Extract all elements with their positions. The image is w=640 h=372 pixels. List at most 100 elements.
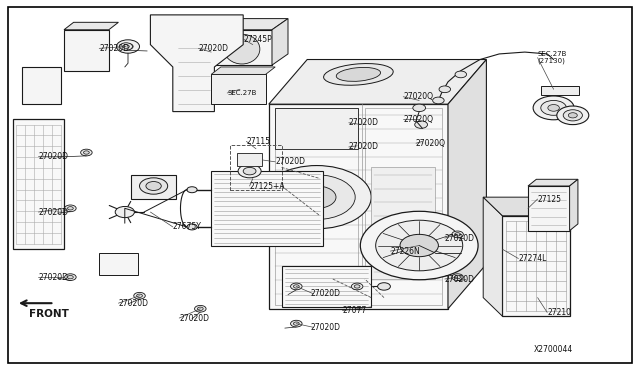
Text: SEC.27B
(27130): SEC.27B (27130) — [538, 51, 567, 64]
Circle shape — [120, 43, 132, 50]
Polygon shape — [541, 86, 579, 95]
Circle shape — [195, 305, 206, 312]
Text: 27020D: 27020D — [349, 142, 379, 151]
Text: 27020D: 27020D — [310, 289, 340, 298]
Circle shape — [568, 113, 577, 118]
Circle shape — [415, 121, 428, 128]
Polygon shape — [483, 197, 502, 316]
Circle shape — [533, 96, 574, 120]
Circle shape — [355, 285, 360, 288]
Circle shape — [351, 283, 363, 290]
Circle shape — [116, 40, 140, 53]
Polygon shape — [237, 153, 262, 166]
Circle shape — [454, 233, 461, 236]
Polygon shape — [150, 15, 243, 112]
Text: 27020Q: 27020Q — [403, 92, 433, 101]
Circle shape — [563, 110, 582, 121]
Circle shape — [360, 211, 478, 280]
Circle shape — [123, 44, 133, 49]
Polygon shape — [99, 253, 138, 275]
Circle shape — [137, 294, 143, 298]
Circle shape — [146, 182, 161, 190]
Polygon shape — [22, 67, 61, 104]
Polygon shape — [272, 19, 288, 65]
Polygon shape — [275, 108, 358, 149]
Polygon shape — [214, 30, 272, 65]
Circle shape — [376, 220, 463, 271]
Text: SEC.27B: SEC.27B — [227, 90, 257, 96]
Ellipse shape — [336, 67, 381, 81]
Circle shape — [65, 274, 76, 280]
Text: X2700044: X2700044 — [534, 345, 573, 354]
Circle shape — [400, 234, 438, 257]
Text: 27125+A: 27125+A — [250, 182, 285, 190]
Polygon shape — [269, 104, 448, 309]
Circle shape — [413, 104, 426, 112]
Circle shape — [298, 186, 336, 208]
Polygon shape — [211, 171, 323, 246]
Text: 27020D: 27020D — [38, 152, 68, 161]
Text: 27020D: 27020D — [198, 44, 228, 53]
Circle shape — [65, 205, 76, 212]
Text: 27020D: 27020D — [118, 299, 148, 308]
Text: 27226N: 27226N — [390, 247, 420, 256]
Text: FRONT: FRONT — [29, 310, 68, 319]
Circle shape — [293, 322, 300, 325]
Circle shape — [454, 275, 461, 279]
Text: 27020D: 27020D — [38, 208, 68, 217]
Polygon shape — [64, 22, 118, 30]
Polygon shape — [483, 197, 570, 216]
Circle shape — [548, 105, 559, 111]
Circle shape — [541, 100, 566, 115]
Circle shape — [291, 320, 302, 327]
Circle shape — [84, 151, 90, 154]
Polygon shape — [211, 67, 275, 74]
Circle shape — [378, 283, 390, 290]
Polygon shape — [282, 266, 371, 307]
Text: 27210: 27210 — [547, 308, 572, 317]
Text: 27020D: 27020D — [38, 273, 68, 282]
Circle shape — [293, 285, 300, 288]
Circle shape — [452, 231, 463, 238]
Text: 27274L: 27274L — [518, 254, 547, 263]
Ellipse shape — [324, 64, 393, 85]
Polygon shape — [528, 179, 578, 186]
Polygon shape — [502, 216, 570, 316]
Text: 27020D: 27020D — [445, 275, 475, 283]
Circle shape — [68, 207, 73, 210]
Ellipse shape — [224, 34, 260, 64]
Polygon shape — [269, 60, 486, 104]
Text: 27020Q: 27020Q — [403, 115, 433, 124]
Circle shape — [439, 86, 451, 93]
Circle shape — [291, 283, 302, 290]
Circle shape — [557, 106, 589, 125]
Polygon shape — [13, 119, 64, 249]
Circle shape — [243, 167, 256, 175]
Circle shape — [187, 224, 197, 230]
Text: 27020D: 27020D — [99, 44, 129, 53]
Circle shape — [455, 71, 467, 78]
Text: 27020D: 27020D — [310, 323, 340, 332]
Circle shape — [278, 175, 355, 219]
Polygon shape — [570, 179, 578, 231]
Polygon shape — [131, 175, 176, 199]
Circle shape — [262, 166, 371, 229]
Text: 27020Q: 27020Q — [416, 139, 446, 148]
Text: 27020D: 27020D — [445, 234, 475, 243]
Polygon shape — [371, 167, 435, 279]
Text: 27245P: 27245P — [243, 35, 272, 44]
Polygon shape — [214, 19, 288, 30]
Text: 27020D: 27020D — [179, 314, 209, 323]
Text: 27675Y: 27675Y — [173, 222, 202, 231]
Text: 27077: 27077 — [342, 306, 367, 315]
Circle shape — [123, 45, 129, 48]
Polygon shape — [528, 186, 570, 231]
Text: 27115: 27115 — [246, 137, 270, 146]
Polygon shape — [448, 60, 486, 309]
Circle shape — [187, 187, 197, 193]
Circle shape — [452, 274, 463, 280]
Polygon shape — [64, 30, 109, 71]
Circle shape — [134, 292, 145, 299]
Circle shape — [81, 149, 92, 156]
Text: 27125: 27125 — [538, 195, 562, 203]
